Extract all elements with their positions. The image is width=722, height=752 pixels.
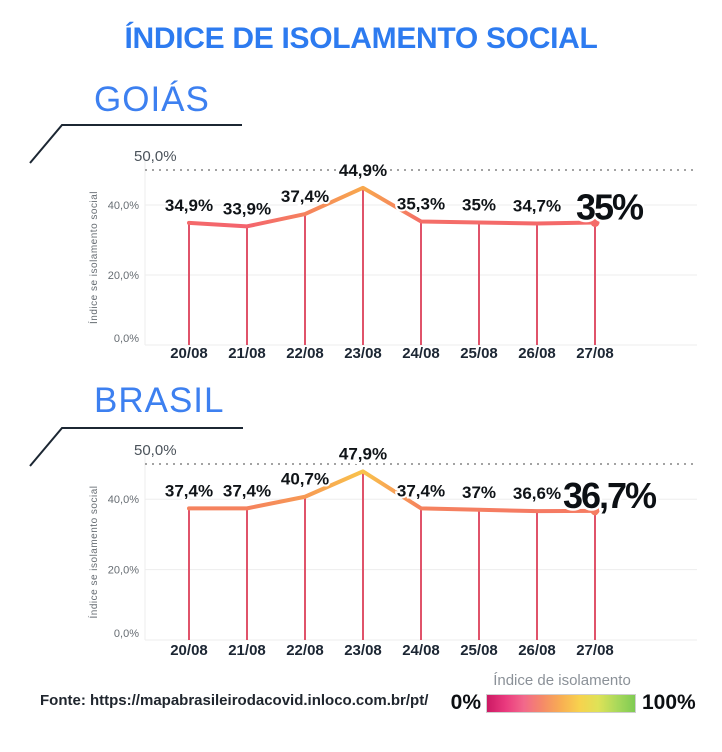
source-text: Fonte: https://mapabrasileirodacovid.inl… — [40, 692, 429, 709]
y-axis-title: Índice se isolamento social — [87, 485, 100, 618]
y-tick-label: 40,0% — [108, 200, 139, 212]
x-tick-label: 21/08 — [228, 642, 266, 659]
page-title: ÍNDICE DE ISOLAMENTO SOCIAL — [124, 22, 598, 55]
x-tick-label: 20/08 — [170, 345, 208, 362]
x-tick-label: 26/08 — [518, 345, 556, 362]
y-tick-label: 20,0% — [108, 565, 139, 577]
y-tick-label: 40,0% — [108, 494, 139, 506]
x-tick-label: 21/08 — [228, 345, 266, 362]
x-tick-label: 27/08 — [576, 345, 614, 362]
x-tick-label: 22/08 — [286, 642, 324, 659]
point-label: 37,4% — [281, 187, 329, 206]
end-point-dot — [590, 218, 600, 227]
y-axis-title: Índice se isolamento social — [87, 191, 100, 324]
legend-title: Índice de isolamento — [493, 672, 631, 689]
point-label: 34,7% — [513, 197, 561, 216]
x-tick-label: 25/08 — [460, 345, 498, 362]
x-tick-label: 23/08 — [344, 642, 382, 659]
x-tick-label: 20/08 — [170, 642, 208, 659]
point-label: 37,4% — [397, 481, 445, 500]
y-tick-label: 0,0% — [114, 333, 139, 345]
point-label: 40,7% — [281, 470, 329, 489]
chart-1: 0,0% 20,0% 40,0% 50,0% Índice se isolamento … — [29, 427, 697, 659]
point-label: 35% — [462, 196, 496, 215]
ref-line-label: 50,0% — [134, 442, 177, 459]
point-label: 37,4% — [223, 481, 271, 500]
final-value-label: 36,7% — [563, 475, 657, 516]
x-tick-label: 25/08 — [460, 642, 498, 659]
chart-title-brasil: BRASIL — [94, 381, 225, 420]
chart-0: 0,0% 20,0% 40,0% 50,0% Índice se isolamento … — [29, 124, 697, 362]
x-tick-label: 24/08 — [402, 345, 440, 362]
decor-line — [29, 427, 243, 467]
data-line — [187, 469, 597, 514]
data-line — [187, 185, 597, 229]
point-label: 34,9% — [165, 196, 213, 215]
y-tick-label: 0,0% — [114, 628, 139, 640]
point-label: 33,9% — [223, 199, 271, 218]
x-tick-label: 26/08 — [518, 642, 556, 659]
end-point-dot — [590, 506, 600, 516]
chart-title-goias: GOIÁS — [94, 80, 210, 119]
x-tick-label: 22/08 — [286, 345, 324, 362]
y-tick-label: 20,0% — [108, 270, 139, 282]
decor-line — [29, 124, 242, 164]
legend-min-label: 0% — [450, 691, 481, 714]
x-tick-label: 27/08 — [576, 642, 614, 659]
legend-max-label: 100% — [642, 691, 696, 714]
ref-line-label: 50,0% — [134, 148, 177, 165]
point-label: 35,3% — [397, 194, 445, 213]
final-value-label: 35% — [576, 187, 644, 228]
x-tick-label: 24/08 — [402, 642, 440, 659]
legend-gradient-bar — [486, 694, 636, 713]
point-label: 37% — [462, 483, 496, 502]
point-label: 37,4% — [165, 481, 213, 500]
point-label: 44,9% — [339, 161, 387, 180]
x-tick-label: 23/08 — [344, 345, 382, 362]
point-label: 36,6% — [513, 484, 561, 503]
point-label: 47,9% — [339, 444, 387, 463]
